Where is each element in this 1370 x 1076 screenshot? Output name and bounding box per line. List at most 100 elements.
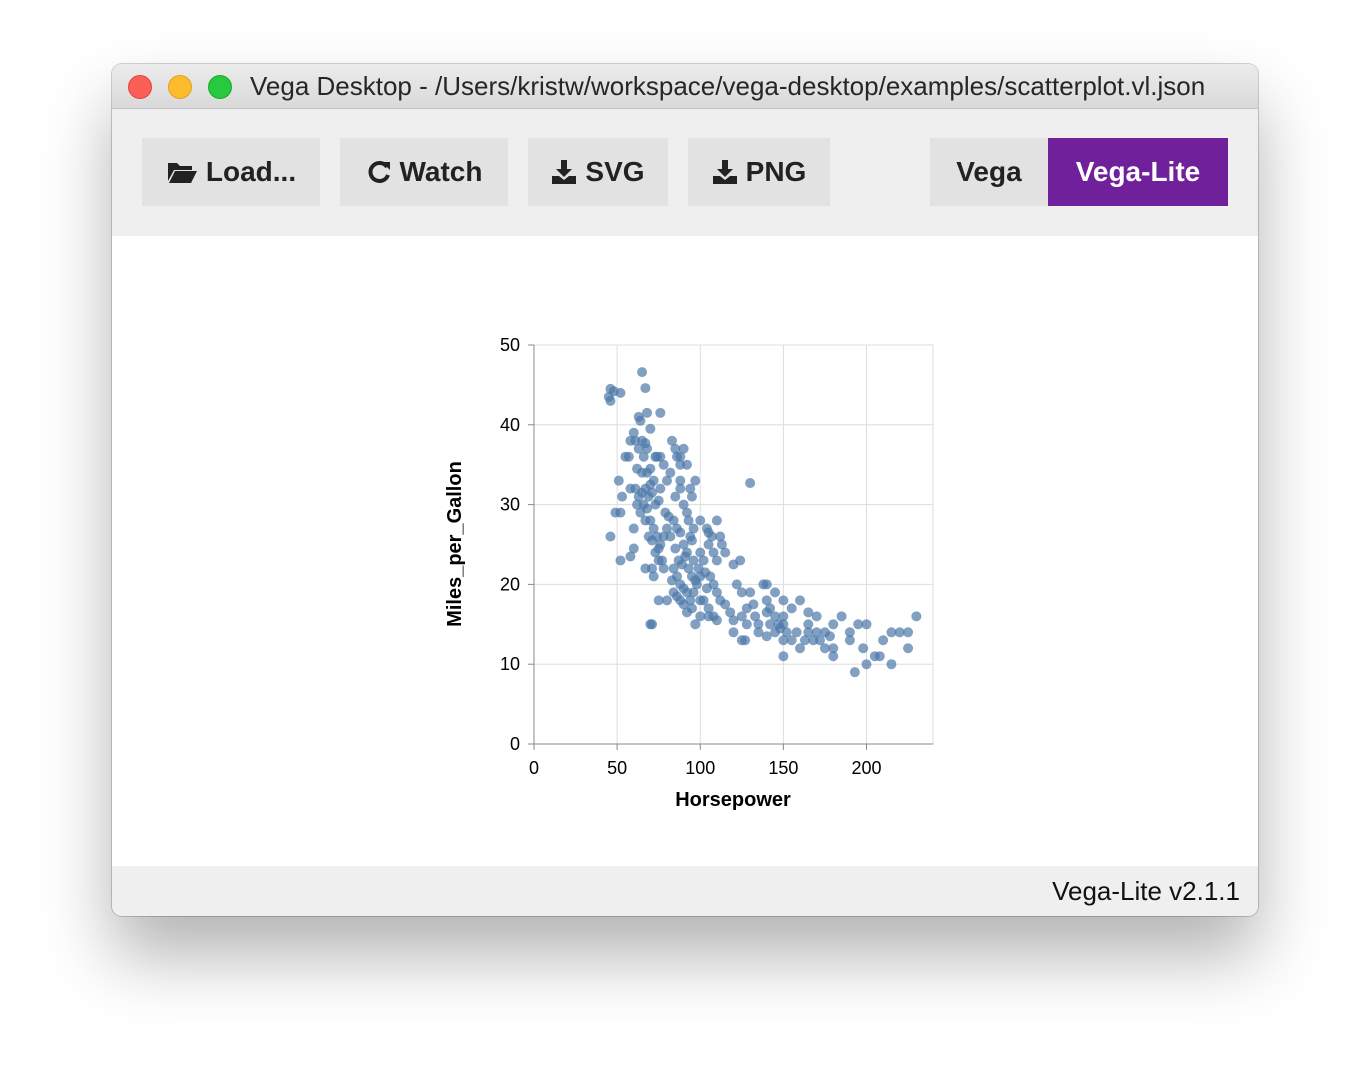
minimize-window-button[interactable] — [168, 75, 192, 99]
data-point — [781, 627, 792, 638]
data-point — [670, 543, 681, 554]
data-point — [736, 635, 747, 646]
svg-label: SVG — [585, 156, 645, 187]
y-tick-label: 20 — [500, 574, 520, 594]
data-point — [745, 478, 756, 489]
data-point — [765, 619, 776, 630]
data-point — [761, 595, 772, 606]
data-point — [903, 627, 914, 638]
export-svg-button[interactable]: SVG — [528, 138, 668, 206]
data-point — [795, 595, 805, 606]
data-point — [678, 443, 689, 454]
data-point — [685, 483, 696, 494]
data-point — [666, 435, 677, 446]
data-point — [819, 643, 830, 654]
data-point — [615, 387, 626, 398]
data-point — [811, 627, 822, 638]
data-point — [711, 587, 722, 598]
data-point — [628, 543, 639, 554]
data-point — [849, 667, 860, 678]
data-point — [778, 595, 789, 606]
data-point — [605, 531, 616, 542]
data-point — [645, 479, 656, 490]
data-point — [642, 407, 653, 418]
data-point — [731, 579, 742, 590]
scatter-chart: 0 50 100 150 200 0 10 20 30 40 50 Horsepower Miles… — [444, 335, 934, 811]
data-point — [675, 527, 686, 538]
points-layer — [603, 367, 922, 678]
data-point — [828, 643, 839, 654]
data-point — [844, 627, 855, 638]
data-point — [668, 563, 679, 574]
data-point — [680, 551, 691, 562]
data-point — [725, 607, 736, 618]
data-point — [655, 483, 666, 494]
window-title: Vega Desktop - /Users/kristw/workspace/v… — [250, 71, 1206, 101]
data-point — [663, 511, 674, 522]
data-point — [647, 487, 658, 498]
data-point — [678, 499, 689, 510]
data-point — [658, 459, 669, 470]
data-point — [735, 555, 746, 566]
data-point — [894, 627, 905, 638]
data-point — [828, 619, 839, 630]
data-point — [623, 451, 634, 462]
data-point — [658, 563, 669, 574]
data-point — [670, 491, 681, 502]
maximize-window-button[interactable] — [208, 75, 232, 99]
mode-vegalite-label: Vega-Lite — [1075, 156, 1201, 187]
data-point — [675, 475, 686, 486]
title-bar[interactable]: Vega Desktop - /Users/kristw/workspace/v… — [112, 64, 1258, 109]
data-point — [695, 515, 706, 526]
app-window: Vega Desktop - /Users/kristw/workspace/v… — [112, 64, 1258, 916]
data-point — [703, 611, 714, 622]
data-point — [853, 619, 864, 630]
data-point — [681, 459, 692, 470]
data-point — [647, 535, 658, 546]
data-point — [770, 611, 781, 622]
close-window-button[interactable] — [128, 75, 152, 99]
data-point — [836, 611, 847, 622]
status-bar: Vega-Lite v2.1.1 — [112, 866, 1258, 916]
data-point — [653, 595, 664, 606]
download-icon — [552, 160, 577, 184]
data-point — [761, 607, 772, 618]
data-point — [642, 503, 653, 514]
data-point — [786, 603, 797, 614]
data-point — [711, 515, 722, 526]
data-point — [824, 631, 835, 642]
data-point — [844, 635, 855, 646]
data-point — [637, 367, 648, 378]
data-point — [690, 619, 701, 630]
load-button[interactable]: Load... — [142, 138, 320, 206]
data-point — [698, 555, 709, 566]
data-point — [803, 619, 814, 630]
data-point — [615, 507, 626, 518]
mode-vega-button[interactable]: Vega — [930, 138, 1048, 206]
data-point — [701, 523, 712, 534]
data-point — [886, 627, 897, 638]
data-point — [625, 551, 636, 562]
data-point — [778, 619, 789, 630]
y-tick-label: 10 — [500, 654, 520, 674]
export-png-button[interactable]: PNG — [688, 138, 830, 206]
data-point — [645, 423, 656, 434]
data-point — [617, 491, 628, 502]
data-point — [886, 659, 897, 670]
grid — [533, 344, 934, 745]
data-point — [640, 563, 651, 574]
data-point — [791, 627, 802, 638]
watch-button[interactable]: Watch — [340, 138, 508, 206]
data-point — [799, 635, 810, 646]
data-point — [653, 543, 664, 554]
data-point — [720, 599, 731, 610]
data-point — [736, 587, 747, 598]
data-point — [878, 635, 889, 646]
folder-open-icon — [167, 163, 197, 183]
data-point — [686, 603, 697, 614]
data-point — [720, 547, 731, 558]
x-tick-label: 100 — [685, 758, 715, 778]
mode-vegalite-button[interactable]: Vega-Lite — [1048, 138, 1228, 206]
chart-view: 0 50 100 150 200 0 10 20 30 40 50 Horsepower Miles… — [112, 236, 1258, 866]
data-point — [753, 627, 764, 638]
